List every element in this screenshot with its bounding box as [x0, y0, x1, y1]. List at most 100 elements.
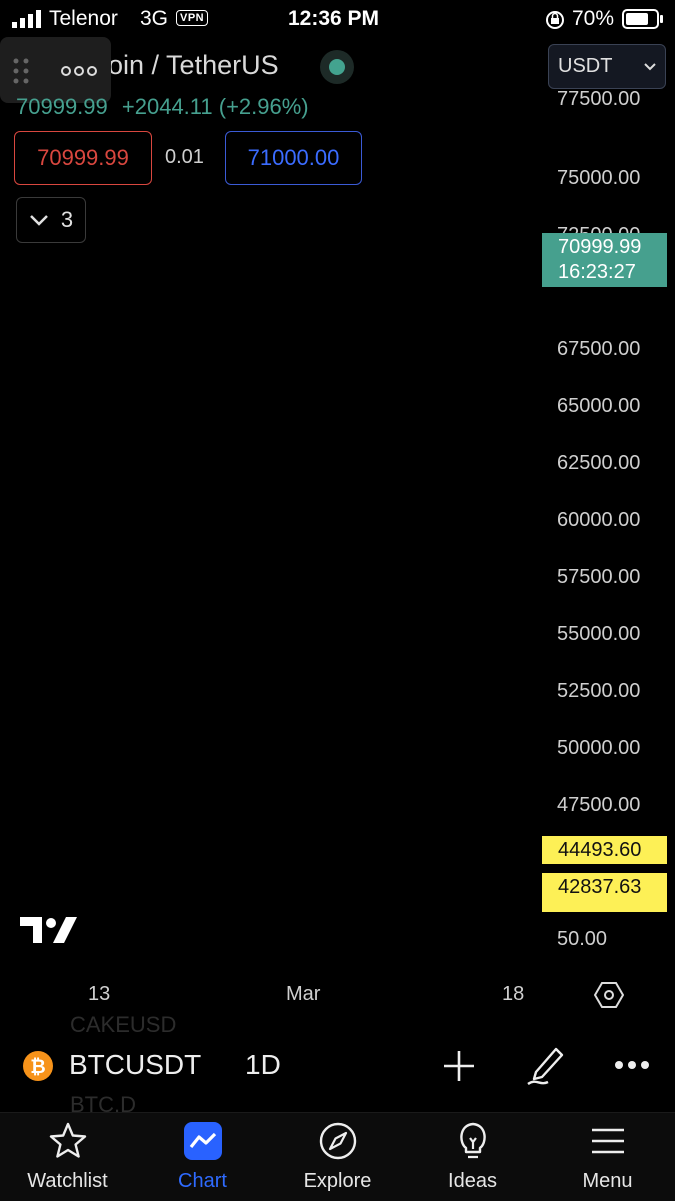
- ma-line-fast: [6, 348, 505, 942]
- indicators-toggle-button[interactable]: 3: [16, 197, 86, 243]
- candle-body: [136, 700, 146, 706]
- chart-icon: [183, 1122, 222, 1160]
- draw-tool-icon[interactable]: [526, 1044, 566, 1086]
- more-options-icon[interactable]: [60, 64, 98, 78]
- status-bar: Telenor 3G VPN 12:36 PM 70%: [0, 0, 675, 38]
- candle-body: [111, 735, 121, 742]
- candle-body: [99, 741, 109, 770]
- candle-body: [124, 705, 133, 736]
- bottom-nav: Watchlist Chart Explore Ideas Menu: [0, 1112, 675, 1201]
- chart-settings-icon[interactable]: [594, 980, 624, 1010]
- price-axis-label: 47500.00: [557, 793, 641, 816]
- sell-button[interactable]: 70999.99: [14, 131, 152, 185]
- nav-ideas[interactable]: Ideas: [405, 1121, 540, 1193]
- header-handle[interactable]: [0, 37, 111, 103]
- price-axis-label: 62500.00: [557, 451, 641, 474]
- vpn-badge: VPN: [176, 10, 209, 26]
- sar-dot: +: [184, 723, 193, 736]
- more-icon[interactable]: [614, 1060, 650, 1070]
- sar-dot: +: [209, 679, 218, 692]
- sar-dot: +: [463, 444, 472, 457]
- currency-value: USDT: [558, 55, 613, 77]
- symbol-name[interactable]: BTCUSDT: [69, 1049, 202, 1080]
- add-icon[interactable]: [442, 1049, 476, 1083]
- volume-bar: [3, 859, 13, 910]
- sar-dot: +: [475, 423, 484, 436]
- volume-axis-label: 50.00: [557, 928, 608, 950]
- candle-body: [487, 301, 496, 318]
- candle-body: [87, 769, 97, 777]
- sar-dot: +: [293, 727, 302, 740]
- volume-bar: [172, 831, 183, 910]
- sar-dot: +: [426, 517, 435, 530]
- nav-watchlist[interactable]: Watchlist: [0, 1121, 135, 1193]
- volume-bar: [257, 834, 268, 910]
- price-axis-label: 55000.00: [557, 622, 641, 645]
- candle-body: [15, 862, 25, 882]
- sar-dot: +: [124, 809, 133, 822]
- ma-line-mid: [6, 431, 505, 969]
- price-axis-label: 57500.00: [557, 565, 641, 588]
- tradingview-logo: [20, 917, 77, 943]
- sar-dot: +: [354, 659, 363, 672]
- candle-countdown: 16:23:27: [558, 261, 636, 283]
- candle-body: [269, 714, 279, 717]
- level-tag-lower: 42837.63: [542, 873, 667, 901]
- candle-body: [172, 700, 182, 711]
- candle-body: [305, 586, 315, 649]
- last-price: 70999.99: [16, 94, 108, 119]
- candle-body: [75, 776, 85, 790]
- volume-bar: [63, 790, 74, 910]
- price-axis-label: 52500.00: [557, 679, 641, 702]
- spread-value: 0.01: [165, 146, 204, 168]
- candle-body: [281, 705, 291, 715]
- price-axis-label: 77500.00: [557, 88, 641, 110]
- volume-bar: [27, 840, 38, 910]
- sar-dot: +: [317, 719, 326, 732]
- sar-dot: +: [221, 680, 230, 693]
- nav-explore[interactable]: Explore: [270, 1121, 405, 1193]
- nav-menu[interactable]: Menu: [540, 1121, 675, 1193]
- drag-handle-icon[interactable]: [12, 57, 32, 85]
- current-price-tag: 70999.99 16:23:27: [542, 233, 667, 287]
- candle-body: [245, 716, 254, 729]
- candle-body: [378, 450, 388, 476]
- sar-dot: +: [305, 725, 314, 738]
- candle-body: [390, 329, 400, 451]
- price-axis-label: 75000.00: [557, 166, 641, 189]
- candle-body: [438, 336, 448, 364]
- sar-dot: +: [281, 694, 290, 707]
- sar-dot: +: [402, 578, 411, 591]
- price-axis-label: 65000.00: [557, 394, 641, 417]
- volume-bar: [474, 847, 485, 910]
- candle-body: [51, 780, 61, 822]
- sar-dot: +: [88, 860, 97, 873]
- currency-select[interactable]: USDT: [548, 44, 666, 89]
- time-axis-label: 13: [88, 983, 111, 1005]
- sar-dot: +: [330, 702, 339, 715]
- candle-body: [220, 703, 230, 715]
- sar-dot: +: [51, 898, 60, 911]
- sar-dot: +: [342, 680, 351, 693]
- clock: 12:36 PM: [288, 7, 380, 30]
- volume-bar: [232, 796, 243, 910]
- nav-chart[interactable]: Chart: [135, 1121, 270, 1193]
- candle-body: [196, 696, 206, 708]
- sar-dot: +: [366, 641, 375, 654]
- candle-body: [3, 881, 12, 893]
- volume-bar: [136, 784, 147, 910]
- volume-bar: [99, 768, 110, 910]
- volume-bar: [15, 847, 26, 910]
- volume-bar: [208, 800, 219, 910]
- symbol-toolbar: CAKEUSD BTC.D ₿ BTCUSDT 1D: [0, 1012, 675, 1117]
- volume-bar: [293, 815, 304, 910]
- volume-bar: [378, 847, 389, 910]
- sar-dot: +: [75, 874, 84, 887]
- volume-bar: [487, 815, 497, 910]
- interval-selector[interactable]: 1D: [245, 1049, 281, 1080]
- level-tag-upper: 44493.60: [542, 836, 667, 864]
- sar-dot: +: [257, 686, 266, 699]
- sar-dot: +: [451, 469, 460, 482]
- buy-button[interactable]: 71000.00: [225, 131, 362, 185]
- volume-bar: [269, 840, 280, 910]
